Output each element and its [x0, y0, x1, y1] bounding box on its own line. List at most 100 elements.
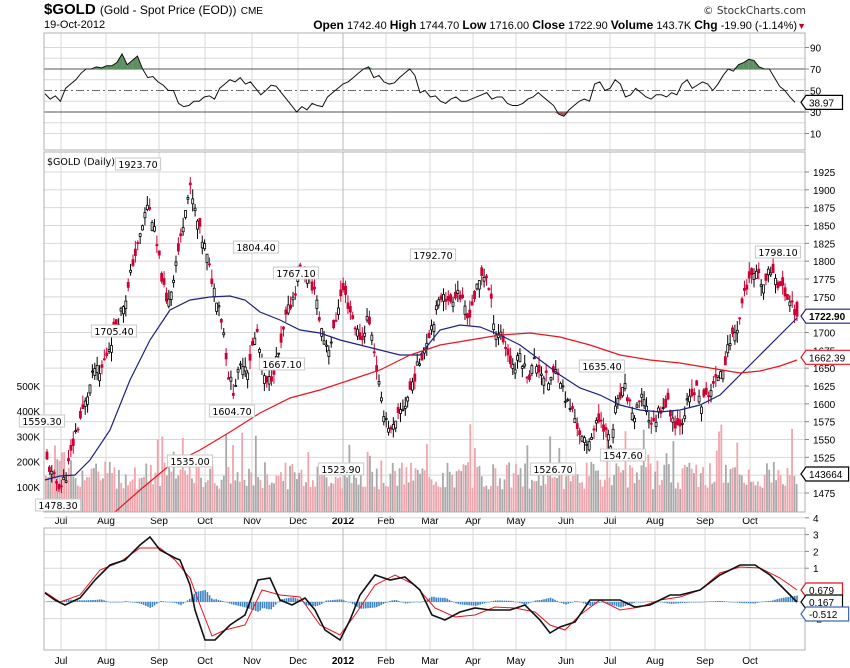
candle-down	[664, 398, 668, 408]
volume-bar	[556, 477, 558, 512]
macd-histogram-bar	[613, 602, 616, 606]
macd-histogram-bar	[323, 602, 325, 603]
price-annotation-box	[232, 240, 280, 254]
volume-bar	[154, 472, 157, 512]
macd-histogram-bar	[483, 602, 486, 604]
price-xaxis-label: May	[507, 516, 526, 527]
macd-histogram-bar	[640, 602, 642, 603]
volume-bar	[567, 468, 570, 512]
candle-up	[286, 304, 290, 314]
macd-histogram-bar	[466, 602, 468, 606]
macd-histogram-bar	[670, 602, 673, 604]
macd-histogram-bar	[754, 602, 756, 604]
volume-bar	[658, 485, 661, 512]
volume-bar	[624, 431, 627, 512]
macd-xaxis-label: Jun	[558, 656, 574, 667]
macd-histogram-bar	[582, 602, 585, 604]
macd-xaxis-label: Apr	[465, 656, 481, 667]
copyright[interactable]: © StockCharts.com	[703, 5, 806, 17]
candle-down	[346, 302, 350, 309]
macd-histogram-bar	[446, 598, 448, 602]
macd-histogram-bar	[637, 602, 640, 603]
volume-bar	[686, 466, 688, 512]
volume-bar	[738, 474, 741, 512]
macd-histogram-bar	[343, 600, 345, 602]
price-annotation-text: 1792.70	[413, 251, 452, 262]
macd-histogram-bar	[105, 601, 107, 602]
symbol-description: (Gold - Spot Price (EOD))	[99, 3, 237, 17]
macd-histogram-bar	[470, 602, 473, 606]
volume-label: Volume	[610, 18, 654, 32]
macd-histogram-bar	[580, 602, 583, 603]
candle-down	[339, 289, 343, 297]
candle-up	[766, 268, 770, 276]
volume-bar	[284, 462, 287, 512]
volume-bar	[161, 436, 164, 512]
macd-histogram-bar	[149, 602, 151, 608]
volume-bar	[791, 428, 793, 512]
candle-up	[587, 441, 591, 451]
macd-histogram-bar	[98, 599, 101, 602]
candle-down	[750, 268, 754, 275]
price-annotation-box	[114, 157, 162, 171]
macd-histogram-bar	[358, 602, 360, 608]
volume-bar	[544, 484, 547, 512]
macd-histogram-bar	[351, 602, 354, 605]
volume-bar	[585, 462, 588, 512]
candle-up	[150, 222, 154, 231]
macd-histogram-bar	[296, 598, 299, 602]
candle-down	[282, 326, 285, 330]
quote-summary: Open 1742.40 High 1744.70 Low 1716.00 Cl…	[313, 18, 806, 32]
volume-bar	[216, 485, 218, 512]
candle-down	[778, 281, 782, 287]
volume-bar	[225, 433, 228, 512]
volume-bar	[540, 485, 542, 512]
volume-bar	[674, 488, 677, 512]
open-value: 1742.40	[346, 20, 387, 32]
macd-histogram-bar	[736, 602, 739, 603]
volume-bar	[177, 475, 180, 512]
price-tick-label: 1550	[813, 436, 836, 447]
candle-up	[143, 212, 147, 219]
macd-histogram-bar	[120, 602, 123, 603]
price-annotation: 1535.00	[166, 454, 214, 468]
candle-down	[188, 182, 192, 186]
candle-up	[86, 396, 90, 405]
candle-up	[406, 396, 410, 402]
candle-down	[52, 472, 56, 474]
candle-up	[614, 405, 617, 414]
candle-up	[611, 428, 615, 439]
volume-bar	[327, 486, 330, 512]
macd-histogram-bar	[224, 601, 226, 603]
macd-histogram-bar	[712, 601, 715, 602]
candle-up	[322, 340, 326, 345]
macd-histogram-bar	[340, 599, 343, 602]
price-tick-label: 1525	[813, 453, 836, 464]
volume-bar	[348, 444, 351, 512]
macd-histogram-bar	[90, 600, 92, 602]
macd-histogram-bar	[774, 599, 776, 602]
candle-up	[499, 331, 503, 335]
candle-up	[291, 296, 295, 301]
candle-down	[776, 282, 780, 289]
macd-histogram-bar	[263, 602, 266, 609]
macd-histogram-bar	[230, 602, 233, 605]
candle-up	[363, 332, 367, 337]
macd-histogram-bar	[448, 599, 451, 602]
macd-histogram-bar	[314, 602, 316, 607]
macd-histogram-bar	[679, 602, 682, 604]
macd-histogram-bar	[52, 601, 55, 602]
volume-bar	[378, 489, 380, 512]
volume-bar	[60, 452, 63, 512]
volume-bar	[631, 467, 634, 512]
macd-histogram-bar	[151, 602, 154, 607]
volume-bar	[583, 488, 586, 512]
volume-bar	[597, 470, 599, 512]
volume-bar	[124, 474, 127, 512]
candle-down	[781, 277, 785, 286]
volume-bar	[270, 482, 273, 512]
candle-up	[191, 198, 195, 205]
macd-histogram-bar	[50, 601, 52, 602]
volume-bar	[560, 462, 563, 512]
macd-histogram-bar	[123, 601, 125, 603]
